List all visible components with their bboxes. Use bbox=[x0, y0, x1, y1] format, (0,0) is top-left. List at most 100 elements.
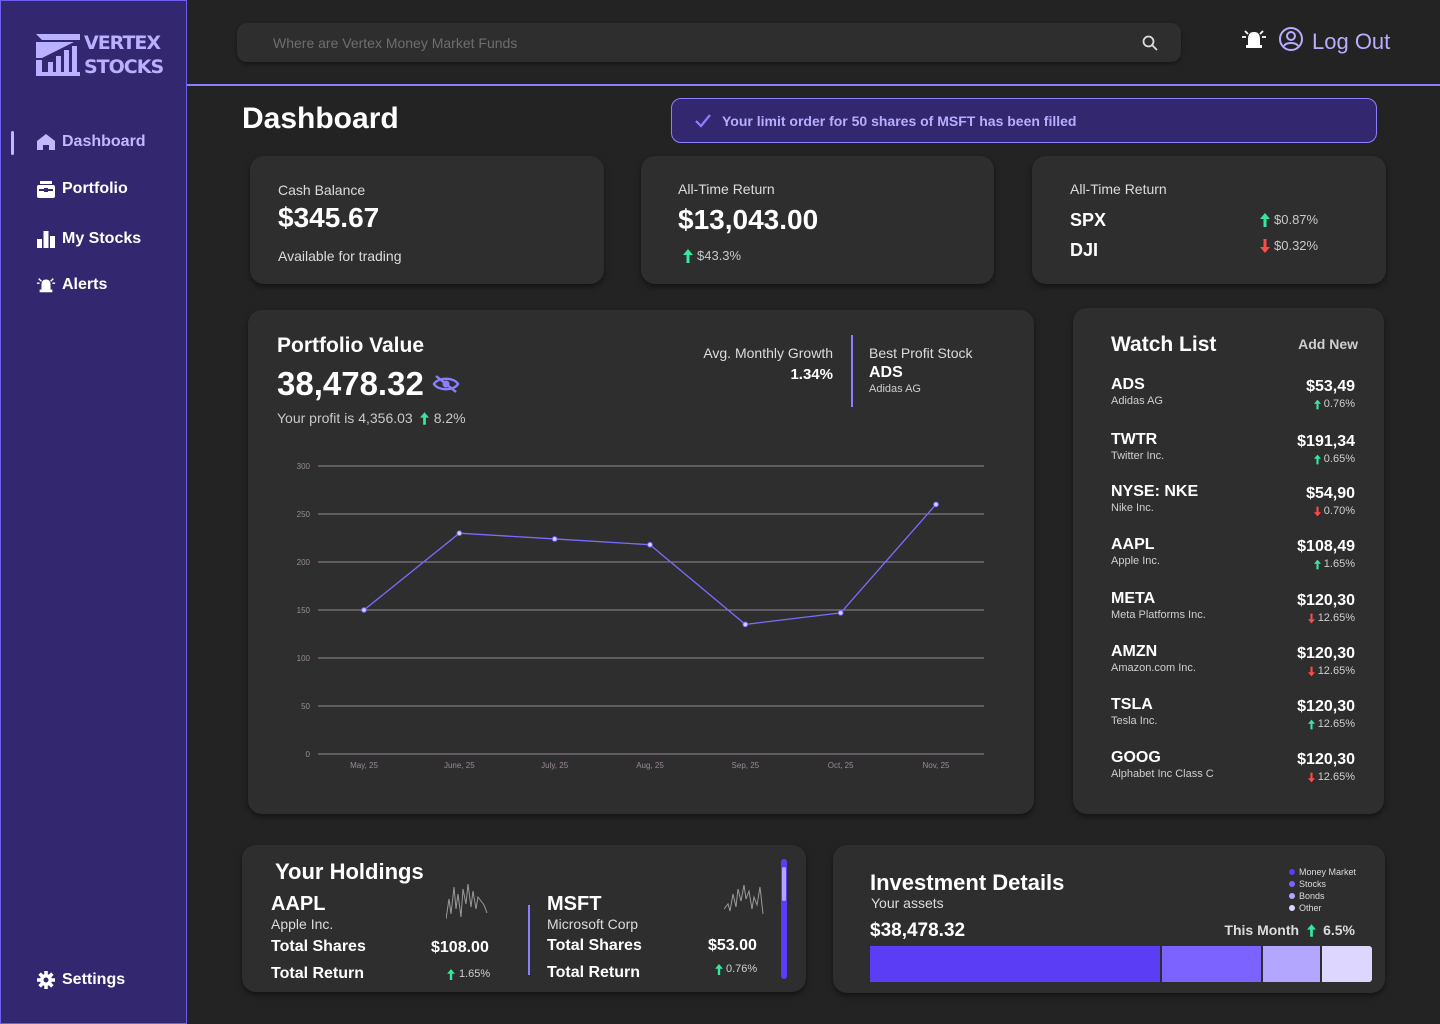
watchlist-item[interactable]: GOOG Alphabet Inc Class C $120,30 12.65% bbox=[1111, 749, 1355, 793]
msft-sparkline bbox=[724, 884, 764, 915]
shares-value: $108.00 bbox=[431, 939, 489, 956]
sidebar-item-alerts[interactable]: Alerts bbox=[36, 275, 107, 295]
growth-label: Avg. Monthly Growth bbox=[703, 345, 833, 361]
arrow-up-icon bbox=[1307, 923, 1317, 937]
y-tick-label: 200 bbox=[297, 558, 311, 567]
search-input[interactable]: Where are Vertex Money Market Funds bbox=[273, 34, 518, 51]
investment-subtitle: Your assets bbox=[871, 895, 944, 911]
holding-item-msft[interactable]: MSFT Microsoft Corp Total Shares $53.00 … bbox=[547, 893, 767, 981]
sidebar-item-portfolio[interactable]: Portfolio bbox=[36, 179, 128, 199]
watchlist-symbol: NYSE: NKE bbox=[1111, 483, 1199, 500]
sidebar-item-label: Dashboard bbox=[62, 133, 146, 150]
y-tick-label: 0 bbox=[306, 750, 311, 759]
y-tick-label: 150 bbox=[297, 606, 311, 615]
search-icon[interactable] bbox=[1141, 34, 1159, 57]
watchlist-change: 12.65% bbox=[1307, 718, 1355, 730]
legend-swatch bbox=[1289, 905, 1295, 911]
data-point[interactable] bbox=[551, 536, 558, 542]
data-point[interactable] bbox=[361, 607, 367, 613]
logout-button[interactable]: Log Out bbox=[1312, 28, 1391, 54]
holding-symbol: MSFT bbox=[547, 893, 602, 915]
holdings-card: Your Holdings AAPL Apple Inc. Total Shar… bbox=[242, 845, 806, 992]
brand-line2: STOCKS bbox=[84, 56, 164, 78]
arrow-down-icon bbox=[1307, 613, 1315, 623]
x-tick-label: Oct, 25 bbox=[828, 761, 854, 770]
header-actions: Log Out bbox=[1240, 26, 1390, 57]
arrow-up-icon bbox=[1313, 454, 1321, 464]
x-tick-label: Sep, 25 bbox=[732, 761, 760, 770]
allocation-segment[interactable] bbox=[870, 946, 1160, 982]
watchlist-change: 0.70% bbox=[1313, 505, 1355, 517]
watchlist-symbol: META bbox=[1111, 590, 1156, 607]
sidebar-item-dashboard[interactable]: Dashboard bbox=[36, 132, 146, 152]
data-point[interactable] bbox=[456, 530, 463, 536]
watchlist-symbol: TWTR bbox=[1111, 431, 1158, 448]
return-change: $43.3% bbox=[683, 248, 741, 263]
profit-text: Your profit is 4,356.03 bbox=[277, 410, 413, 426]
add-new-button[interactable]: Add New bbox=[1298, 336, 1358, 352]
series-line bbox=[363, 503, 937, 626]
cash-value: $345.67 bbox=[278, 202, 380, 233]
index-symbol-dji: DJI bbox=[1070, 240, 1099, 260]
alarm-icon[interactable] bbox=[1240, 27, 1268, 56]
stat-divider bbox=[851, 335, 853, 407]
data-point[interactable] bbox=[933, 501, 939, 508]
holdings-scrollbar[interactable] bbox=[781, 859, 787, 979]
return-label: Total Return bbox=[271, 965, 365, 982]
arrow-up-icon bbox=[1307, 719, 1315, 729]
watchlist-item[interactable]: AAPL Apple Inc. $108,49 1.65% bbox=[1111, 536, 1355, 580]
holding-item-aapl[interactable]: AAPL Apple Inc. Total Shares $108.00 Tot… bbox=[271, 893, 491, 982]
data-point[interactable] bbox=[837, 610, 844, 616]
arrow-up-icon bbox=[1260, 212, 1270, 227]
watchlist-change: 12.65% bbox=[1307, 665, 1355, 677]
watchlist-item[interactable]: NYSE: NKE Nike Inc. $54,90 0.70% bbox=[1111, 483, 1355, 527]
watchlist-item[interactable]: AMZN Amazon.com Inc. $120,30 12.65% bbox=[1111, 643, 1355, 687]
sidebar-item-label: Alerts bbox=[62, 276, 108, 293]
legend-swatch bbox=[1289, 869, 1295, 875]
data-point[interactable] bbox=[742, 621, 749, 628]
watchlist-item[interactable]: TSLA Tesla Inc. $120,30 12.65% bbox=[1111, 696, 1355, 740]
settings-button[interactable]: Settings bbox=[36, 970, 125, 990]
sidebar-item-my-stocks[interactable]: My Stocks bbox=[36, 229, 141, 249]
eye-hidden-icon[interactable] bbox=[432, 374, 460, 399]
order-notification[interactable]: Your limit order for 50 shares of MSFT h… bbox=[671, 98, 1377, 143]
allocation-segment[interactable] bbox=[1263, 946, 1320, 982]
allocation-bar[interactable] bbox=[870, 946, 1372, 982]
allocation-segment[interactable] bbox=[1162, 946, 1261, 982]
allocation-segment[interactable] bbox=[1322, 946, 1372, 982]
arrow-down-icon bbox=[1313, 506, 1321, 516]
y-tick-label: 100 bbox=[297, 654, 311, 663]
brand-line1: VERTEX bbox=[84, 32, 161, 54]
scrollbar-thumb[interactable] bbox=[782, 867, 786, 901]
watchlist-symbol: AMZN bbox=[1111, 643, 1158, 660]
return-value: 0.76% bbox=[715, 963, 757, 975]
watchlist-company: Meta Platforms Inc. bbox=[1111, 609, 1206, 621]
x-tick-label: June, 25 bbox=[444, 761, 475, 770]
user-avatar-icon[interactable] bbox=[1278, 26, 1304, 57]
watchlist-item[interactable]: TWTR Twitter Inc. $191,34 0.65% bbox=[1111, 431, 1355, 475]
logo-icon bbox=[36, 34, 80, 76]
watchlist-symbol: GOOG bbox=[1111, 749, 1161, 766]
watchlist-company: Alphabet Inc Class C bbox=[1111, 768, 1214, 780]
watchlist-price: $120,30 bbox=[1297, 592, 1355, 609]
portfolio-value: 38,478.32 bbox=[277, 365, 424, 402]
watchlist-item[interactable]: META Meta Platforms Inc. $120,30 12.65% bbox=[1111, 590, 1355, 634]
watchlist-price: $120,30 bbox=[1297, 751, 1355, 768]
growth-value: 1.34% bbox=[790, 366, 833, 383]
watchlist-symbol: ADS bbox=[1111, 376, 1145, 393]
legend-item: Bonds bbox=[1289, 890, 1356, 902]
holding-symbol: AAPL bbox=[271, 893, 326, 915]
arrow-up-icon bbox=[447, 968, 455, 980]
y-tick-label: 50 bbox=[301, 702, 310, 711]
watchlist-change: 0.76% bbox=[1313, 398, 1355, 410]
brand-logo[interactable]: VERTEX STOCKS bbox=[34, 31, 164, 79]
investment-value: $38,478.32 bbox=[870, 920, 966, 941]
search-bar[interactable]: Where are Vertex Money Market Funds bbox=[237, 23, 1181, 62]
data-point[interactable] bbox=[647, 541, 653, 548]
y-tick-label: 250 bbox=[297, 510, 311, 519]
index-symbol-spx: SPX bbox=[1070, 210, 1107, 230]
watchlist-item[interactable]: ADS Adidas AG $53,49 0.76% bbox=[1111, 376, 1355, 420]
index-return-card: All-Time Return SPX DJI $0.87% $0.32% bbox=[1032, 156, 1386, 284]
shares-label: Total Shares bbox=[271, 938, 366, 955]
arrow-up-icon bbox=[419, 411, 429, 425]
